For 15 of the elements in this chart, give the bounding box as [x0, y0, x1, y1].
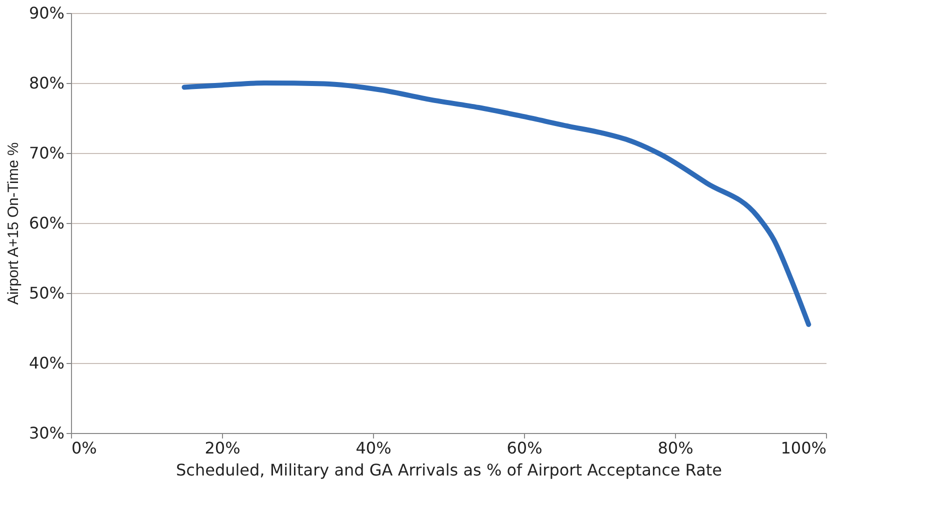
y-tick-label: 60%: [28, 214, 64, 232]
y-tick-label: 40%: [28, 354, 64, 372]
x-tick-label: 0%: [72, 438, 97, 458]
y-tick-label: 50%: [28, 284, 64, 302]
x-tick-label: 60%: [506, 438, 542, 458]
y-tick-label: 30%: [28, 424, 64, 442]
x-tick-label: 80%: [658, 438, 694, 458]
x-tick-label: 100%: [780, 438, 826, 458]
x-axis-title: Scheduled, Military and GA Arrivals as % of Airport Acceptance Rate: [176, 460, 722, 480]
x-tick-label: 20%: [204, 438, 240, 458]
y-tick-label: 70%: [28, 144, 64, 162]
x-tick-label: 40%: [356, 438, 392, 458]
y-axis-title: Airport A+15 On-Time %: [4, 142, 22, 305]
y-tick-label: 90%: [28, 4, 64, 22]
y-tick-label: 80%: [28, 74, 64, 92]
